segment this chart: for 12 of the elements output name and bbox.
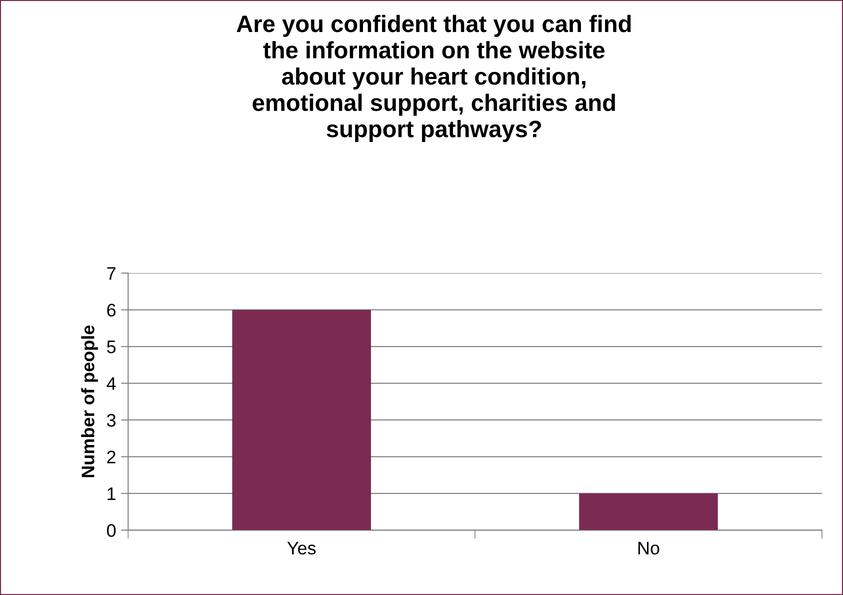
chart-title: Are you confident that you can find the information on the website about your heart condition, emotional support, charities and support pathways? xyxy=(236,14,631,142)
y-tick-label: 7 xyxy=(107,267,116,280)
x-tick-label: Yes xyxy=(287,542,316,555)
y-tick-label: 3 xyxy=(106,414,116,427)
y-axis-title: Number of people xyxy=(81,325,98,478)
y-tick-label: 5 xyxy=(107,340,116,354)
x-tick-label: No xyxy=(638,542,660,555)
y-tick-label: 6 xyxy=(107,304,116,317)
y-tick-label: 4 xyxy=(106,377,116,390)
y-tick-label: 1 xyxy=(108,488,116,500)
y-tick-label: 0 xyxy=(106,524,116,537)
y-tick-label: 2 xyxy=(107,450,116,464)
